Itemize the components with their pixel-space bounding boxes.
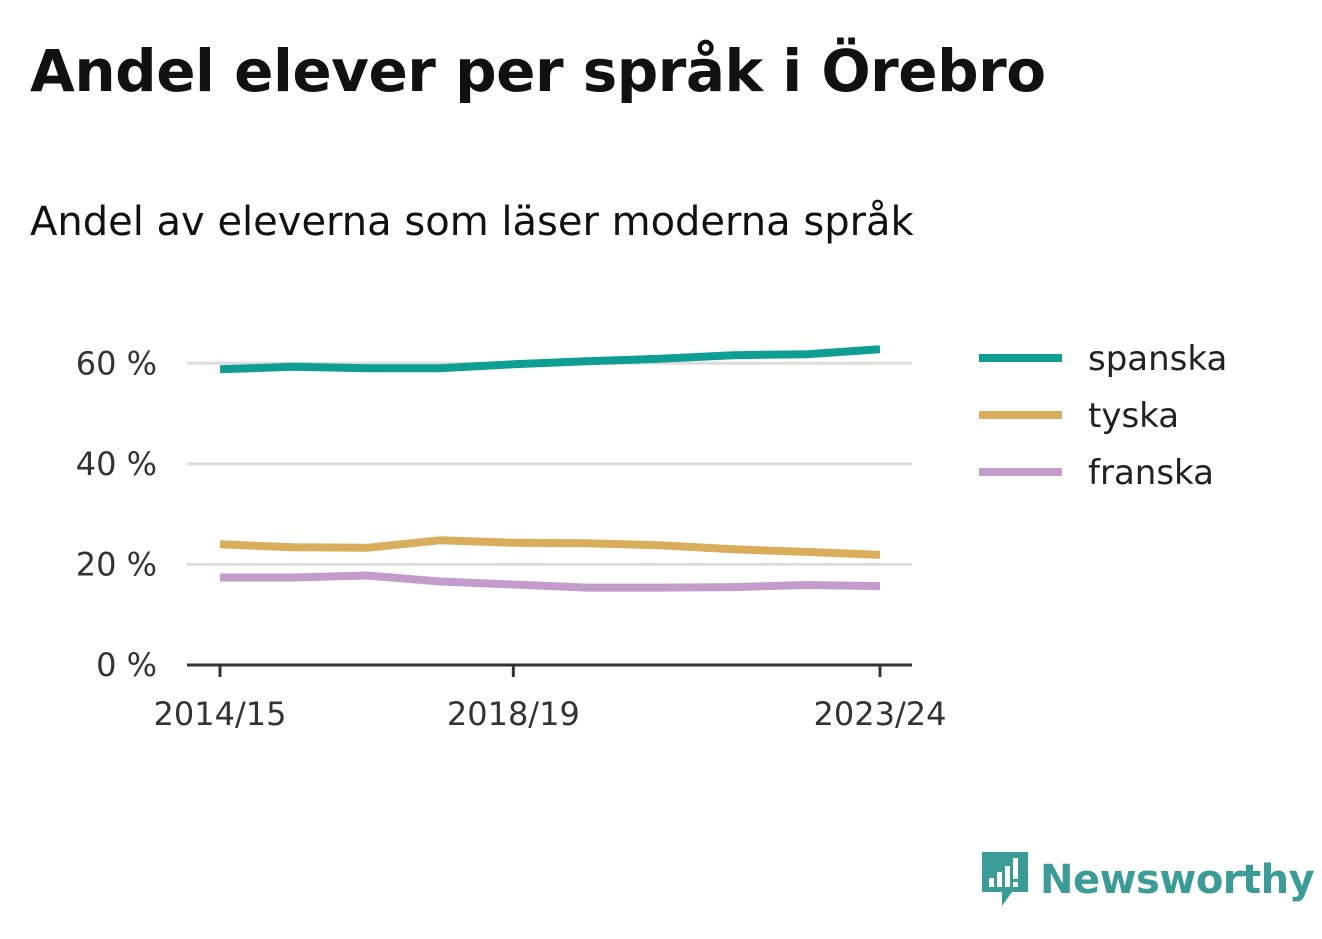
grid-lines (187, 361, 912, 566)
legend-label-tyska: tyska (1088, 396, 1179, 436)
x-tick-label: 2023/24 (814, 695, 947, 733)
axes: 0 % 20 % 40 % 60 % 2014/15 2018/19 2023/24 (76, 344, 947, 733)
y-tick-label: 0 % (96, 646, 157, 684)
legend-label-franska: franska (1088, 453, 1214, 493)
chart-subtitle: Andel av eleverna som läser moderna språ… (30, 199, 914, 245)
legend-label-spanska: spanska (1088, 339, 1227, 379)
chart-title: Andel elever per språk i Örebro (30, 37, 1046, 105)
y-tick-label: 40 % (76, 445, 157, 483)
series-line-franska (220, 571, 881, 592)
series-line-spanska (219, 345, 881, 374)
y-tick-label: 20 % (76, 545, 157, 583)
x-tick-label: 2018/19 (447, 695, 580, 733)
x-tick-label: 2014/15 (154, 695, 287, 733)
newsworthy-logo-icon (982, 852, 1028, 906)
legend: spanska tyska franska (979, 339, 1227, 493)
series-lines (219, 345, 881, 592)
brand-name: Newsworthy (1040, 857, 1315, 903)
series-line-tyska (219, 536, 881, 559)
y-tick-label: 60 % (76, 344, 157, 382)
newsworthy-logo: Newsworthy (980, 850, 1315, 910)
